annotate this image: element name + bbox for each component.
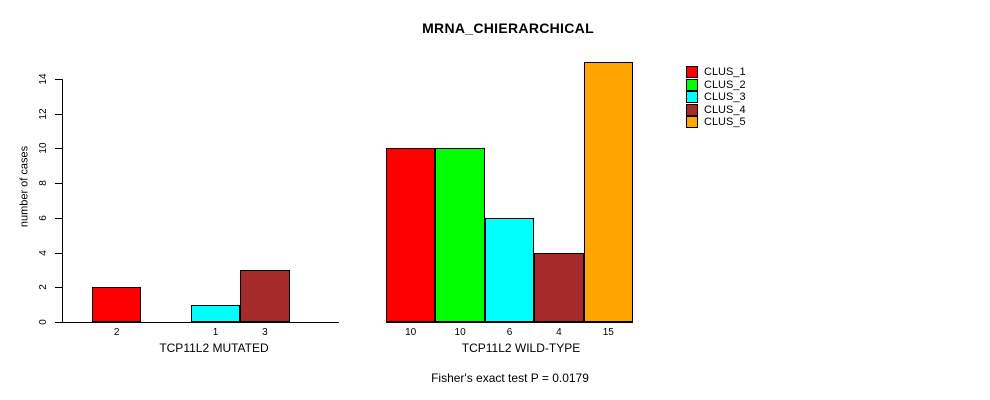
legend-item: CLUS_5: [686, 116, 746, 129]
bar-value-label: 10: [405, 327, 417, 338]
x-axis-line-wildtype: [386, 322, 633, 323]
chart-title: MRNA_CHIERARCHICAL: [422, 20, 594, 36]
y-axis-tick-label: 6: [37, 215, 49, 221]
y-axis-tick-label: 12: [37, 108, 49, 120]
bar-clus_4: [534, 252, 584, 322]
legend-label: CLUS_4: [704, 103, 746, 116]
bar-value-label: 10: [454, 327, 466, 338]
y-axis-tick-label: 10: [37, 142, 49, 154]
bar-clus_3: [190, 304, 241, 322]
y-axis-tick: [55, 79, 62, 80]
y-axis-tick: [55, 322, 62, 323]
legend-swatch: [686, 78, 698, 91]
legend-swatch: [686, 116, 698, 129]
x-axis-label-mutated: TCP11L2 MUTATED: [159, 341, 269, 355]
y-axis-tick: [55, 252, 62, 254]
bar-value-label: 6: [506, 327, 513, 338]
legend-item: CLUS_1: [686, 66, 746, 79]
bar-clus_3: [484, 217, 535, 322]
legend: CLUS_1 CLUS_2 CLUS_3 CLUS_4 CLUS_5: [686, 66, 746, 129]
x-axis-label-wildtype: TCP11L2 WILD-TYPE: [461, 341, 581, 355]
legend-item: CLUS_2: [686, 78, 746, 92]
legend-swatch: [686, 91, 698, 104]
y-axis-tick: [55, 148, 62, 150]
bar-clus_5: [583, 61, 633, 322]
y-axis-tick: [55, 217, 62, 219]
legend-item: CLUS_4: [686, 103, 746, 117]
legend-label: CLUS_2: [704, 78, 746, 91]
x-axis-line-mutated: [62, 322, 339, 323]
legend-label: CLUS_3: [704, 91, 746, 104]
bar-value-label: 4: [556, 327, 562, 338]
y-axis-line: [62, 79, 63, 323]
bar-value-label: 2: [113, 327, 120, 338]
y-axis-tick-label: 14: [37, 73, 49, 85]
y-axis-tick: [55, 183, 62, 185]
legend-item: CLUS_3: [686, 91, 746, 104]
y-axis-tick-label: 4: [37, 249, 49, 256]
legend-swatch: [686, 103, 698, 116]
bar-value-label: 3: [262, 327, 268, 338]
y-axis-tick-label: 0: [37, 319, 49, 325]
y-axis-tick-label: 8: [37, 180, 49, 186]
bar-value-label: 15: [602, 327, 614, 338]
bar-clus_1: [386, 148, 436, 322]
legend-label: CLUS_5: [704, 116, 746, 129]
y-axis-tick-label: 2: [37, 284, 49, 291]
legend-label: CLUS_1: [704, 66, 746, 79]
bar-value-label: 1: [212, 327, 219, 338]
bar-clus_2: [435, 148, 485, 322]
bar-clus_1: [92, 287, 142, 322]
y-axis-tick: [55, 287, 62, 289]
legend-swatch: [686, 66, 698, 79]
y-axis-tick: [55, 113, 62, 115]
bar-clus_4: [240, 269, 290, 322]
annotation-text: Fisher's exact test P = 0.0179: [431, 371, 589, 385]
